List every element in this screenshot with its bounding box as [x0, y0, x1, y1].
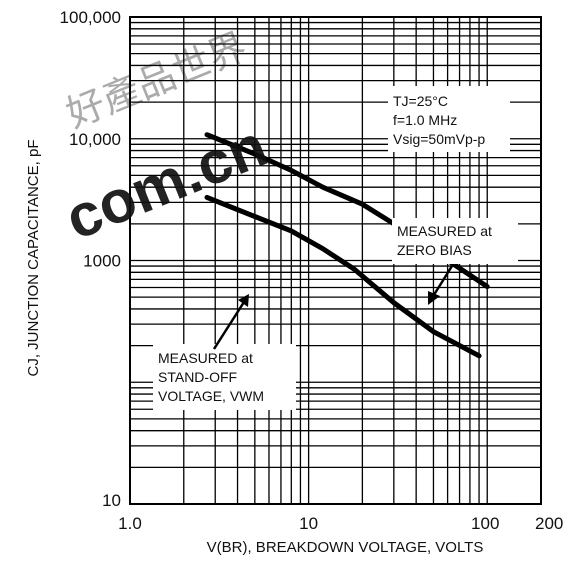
annotation-stand-off: MEASURED at STAND-OFF VOLTAGE, VWM [153, 294, 296, 410]
series-line-2 [204, 194, 482, 359]
y-tick-labels: 10 1000 10,000 100,000 [60, 8, 121, 510]
x-tick-labels: 1.0 10 100 200 [118, 514, 563, 533]
annotation-zero-bias-line1: MEASURED at [397, 223, 492, 239]
y-axis-label: CJ, JUNCTION CAPACITANCE, pF [25, 140, 42, 377]
annotation-zero-bias-arrowhead [428, 291, 440, 305]
y-tick-label: 100,000 [60, 8, 121, 27]
condition-frequency: f=1.0 MHz [393, 112, 457, 128]
conditions-box: TJ=25°C f=1.0 MHz Vsig=50mVp-p [388, 86, 510, 152]
condition-signal: Vsig=50mVp-p [393, 131, 485, 147]
annotation-zero-bias-arrow [430, 265, 454, 299]
x-axis-label: V(BR), BREAKDOWN VOLTAGE, VOLTS [207, 539, 484, 556]
x-tick-label: 1.0 [118, 514, 142, 533]
y-tick-label: 10,000 [69, 130, 121, 149]
x-tick-label: 10 [299, 514, 318, 533]
y-tick-label: 1000 [83, 252, 121, 271]
annotation-stand-off-line1: MEASURED at [158, 350, 253, 366]
annotation-stand-off-arrowhead [238, 294, 249, 307]
annotation-zero-bias: MEASURED at ZERO BIAS [392, 218, 518, 305]
annotation-stand-off-line3: VOLTAGE, VWM [158, 388, 264, 404]
x-tick-label: 100 [471, 514, 499, 533]
annotation-stand-off-arrow [212, 301, 246, 350]
plot-frame [129, 16, 542, 505]
x-tick-label: 200 [535, 514, 563, 533]
annotation-zero-bias-line2: ZERO BIAS [397, 242, 472, 258]
annotation-stand-off-line2: STAND-OFF [158, 369, 237, 385]
y-tick-label: 10 [102, 491, 121, 510]
condition-temperature: TJ=25°C [393, 93, 448, 109]
